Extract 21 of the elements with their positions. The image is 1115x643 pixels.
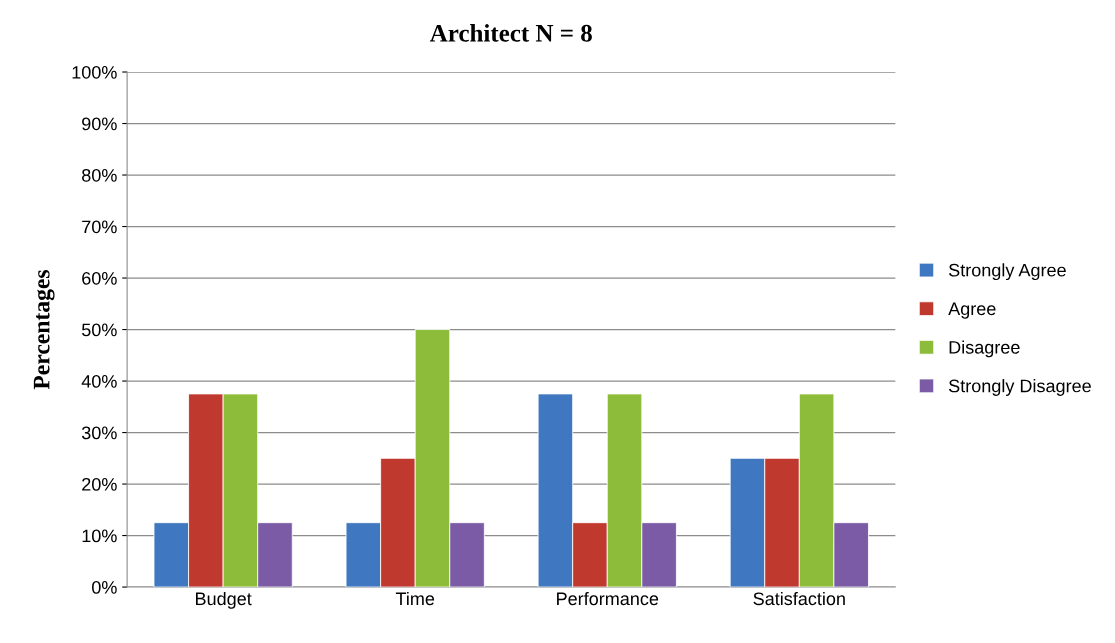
y-axis-title: Percentages: [33, 270, 55, 390]
x-tick-label: Performance: [557, 591, 659, 606]
x-tick-label: Budget: [196, 591, 252, 609]
legend-label: Agree: [948, 302, 996, 319]
chart-title: Architect N = 8: [429, 24, 592, 42]
y-tick-label: 90%: [82, 117, 117, 131]
y-tick-label: 30%: [81, 426, 117, 440]
legend-label: Strongly Disagree: [948, 379, 1091, 396]
y-tick-label: 10%: [82, 529, 117, 543]
legend-label: Disagree: [949, 340, 1020, 358]
legend-label: Strongly Agree: [948, 263, 1066, 281]
y-tick-label: 50%: [81, 323, 117, 337]
y-tick-label: 40%: [81, 374, 117, 388]
y-tick-label: 60%: [82, 271, 117, 285]
y-tick-label: 70%: [82, 220, 117, 234]
y-tick-label: 80%: [82, 168, 117, 182]
x-tick-label: Time: [395, 591, 435, 606]
y-tick-label: 20%: [82, 477, 117, 491]
y-tick-label: 0%: [92, 580, 117, 594]
x-tick-label: Satisfaction: [753, 591, 845, 606]
y-tick-label: 100%: [72, 65, 117, 79]
